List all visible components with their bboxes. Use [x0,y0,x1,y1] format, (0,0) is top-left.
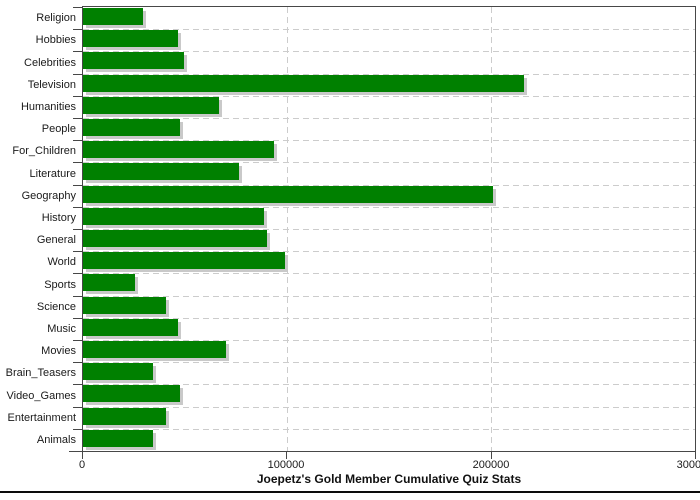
x-tick-mark [82,451,83,459]
category-label: For_Children [12,145,76,158]
y-tick-mark [73,185,83,186]
gridline-horizontal [83,340,695,341]
bar-entertainment [83,408,166,425]
gridline-horizontal [83,318,695,319]
bar-people [83,119,180,136]
y-tick-mark [73,251,83,252]
y-tick-mark [73,229,83,230]
x-tick-mark [695,451,696,459]
category-label: Science [36,300,76,313]
category-label: General [36,234,76,247]
y-tick-mark [73,29,83,30]
x-tick-label: 0 [78,459,86,471]
bar-history [83,208,265,225]
category-label: Religion [36,12,76,25]
category-label: Music [47,322,76,335]
y-tick-mark [73,7,83,8]
bar-religion [83,8,144,25]
y-tick-mark [73,51,83,52]
category-label: Movies [41,345,76,358]
category-label: Brain_Teasers [5,367,76,380]
bar-geography [83,186,493,203]
gridline-horizontal [83,251,695,252]
category-label: Sports [44,278,76,291]
y-tick-mark [73,384,83,385]
y-tick-mark [73,273,83,274]
bar-general [83,230,267,247]
gridline-horizontal [83,296,695,297]
bar-animals [83,430,153,447]
bar-science [83,297,166,314]
y-tick-mark [73,340,83,341]
category-label: Hobbies [35,34,76,47]
chart-title: Joepetz's Gold Member Cumulative Quiz St… [256,472,522,486]
y-tick-mark [73,96,83,97]
category-label: Television [27,78,76,91]
x-tick-mark [491,451,492,459]
category-label: Literature [29,167,76,180]
bar-music [83,319,178,336]
y-tick-mark [73,362,83,363]
bar-for_children [83,141,275,158]
gridline-horizontal [83,273,695,274]
category-label: World [47,256,76,269]
bottom-border-line [0,491,700,493]
gridline-horizontal [83,185,695,186]
gridline-horizontal [83,229,695,230]
gridline-horizontal [83,29,695,30]
bar-celebrities [83,52,185,69]
gridline-horizontal [83,407,695,408]
bar-hobbies [83,30,178,47]
category-label: Video_Games [6,389,76,402]
gridline-horizontal [83,140,695,141]
gridline-horizontal [83,384,695,385]
x-tick-label: 200000 [472,459,510,471]
gridline-horizontal [83,162,695,163]
bar-movies [83,341,226,358]
category-label: Celebrities [24,56,76,69]
y-tick-mark [73,118,83,119]
x-tick-label: 100000 [267,459,305,471]
gridline-horizontal [83,118,695,119]
y-tick-mark [73,207,83,208]
gridline-horizontal [83,207,695,208]
gridline-horizontal [83,74,695,75]
bar-television [83,75,525,92]
y-tick-mark [73,140,83,141]
category-label: Geography [21,189,76,202]
bar-humanities [83,97,220,114]
gridline-horizontal [83,96,695,97]
bar-video_games [83,385,180,402]
x-tick-label: 300000 [676,459,700,471]
y-tick-mark [73,429,83,430]
bar-world [83,252,285,269]
category-label: Animals [36,433,76,446]
y-tick-mark [73,74,83,75]
category-label: Entertainment [7,411,76,424]
category-label: Humanities [20,100,76,113]
y-tick-mark [73,407,83,408]
category-label: People [41,123,76,136]
y-tick-mark [73,162,83,163]
gridline-horizontal [83,51,695,52]
bar-sports [83,274,136,291]
y-tick-mark [73,451,83,452]
gridline-horizontal [83,429,695,430]
bar-literature [83,163,240,180]
y-tick-mark [73,296,83,297]
bar-brain_teasers [83,363,154,380]
gridline-horizontal [83,362,695,363]
plot-area [82,6,696,452]
x-tick-mark [286,451,287,459]
category-label: History [41,211,76,224]
y-tick-mark [73,318,83,319]
